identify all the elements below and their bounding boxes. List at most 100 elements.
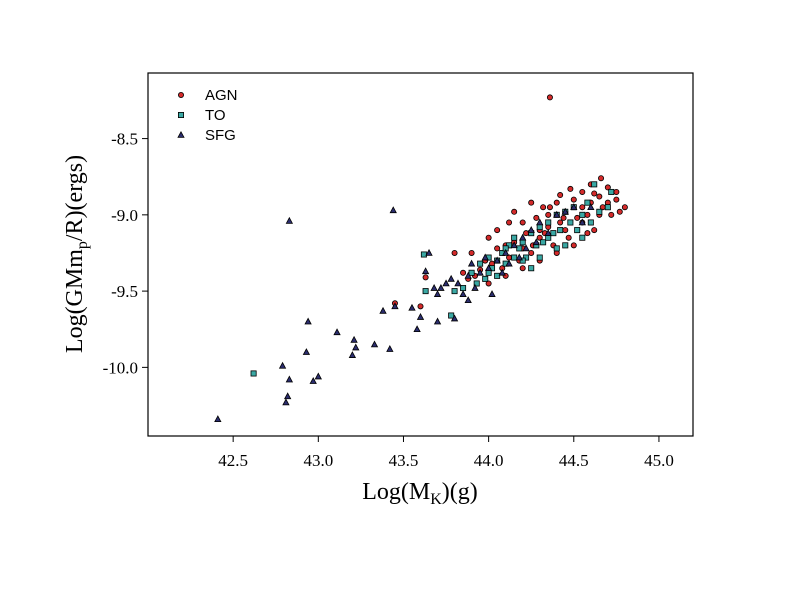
data-point — [421, 267, 430, 275]
y-tick-label: -9.0 — [111, 206, 138, 225]
points-layer — [214, 94, 628, 423]
data-point — [596, 208, 603, 215]
x-axis-title-tail: )(g) — [442, 479, 478, 505]
x-tick-label: 44.5 — [559, 451, 589, 470]
data-point — [574, 227, 581, 234]
data-point — [481, 253, 489, 261]
legend-label: SFG — [205, 127, 236, 144]
data-point — [433, 317, 442, 325]
data-point — [527, 226, 535, 233]
data-point — [616, 208, 623, 215]
data-point — [557, 192, 564, 199]
data-point — [468, 249, 475, 256]
data-point — [519, 257, 526, 264]
data-point — [598, 175, 605, 182]
x-tick-label: 43.5 — [389, 451, 419, 470]
data-point — [333, 328, 341, 336]
x-axis-ticks: 42.5 43.0 43.5 44.0 44.5 45.0 — [218, 436, 674, 470]
data-point — [532, 238, 540, 246]
data-point — [416, 312, 425, 320]
data-point — [494, 272, 501, 279]
data-point — [584, 230, 591, 237]
x-axis-title-main: Log(M — [362, 479, 430, 505]
data-point — [422, 288, 429, 295]
data-point — [553, 199, 560, 206]
data-point — [567, 219, 574, 226]
data-point — [523, 230, 530, 237]
x-tick-label: 44.0 — [474, 451, 504, 470]
data-point — [511, 208, 518, 215]
data-point — [250, 370, 257, 377]
data-point — [511, 254, 518, 261]
data-point — [536, 218, 544, 226]
data-point — [413, 325, 421, 333]
data-point — [304, 317, 312, 325]
data-point — [621, 204, 628, 211]
series-sfg — [214, 203, 595, 423]
data-point — [477, 260, 484, 267]
data-point — [613, 188, 620, 195]
data-point — [352, 343, 360, 351]
data-point — [285, 375, 294, 383]
data-point — [498, 268, 506, 276]
data-point — [584, 211, 591, 218]
data-point — [309, 377, 317, 384]
legend: AGN TO SFG — [177, 87, 238, 144]
y-tick-label: -10.0 — [103, 358, 138, 377]
legend-item-to: TO — [177, 107, 226, 124]
data-point — [422, 274, 429, 281]
data-point — [516, 245, 523, 252]
y-axis-title: Log(GMmp/R)(ergs) — [62, 155, 91, 353]
data-point — [570, 203, 578, 211]
data-point — [578, 218, 586, 226]
y-axis-title-subscript: p — [74, 241, 91, 249]
data-point — [505, 259, 513, 267]
data-point — [482, 275, 489, 282]
data-point — [587, 219, 594, 226]
x-axis-title-subscript: K — [430, 491, 442, 508]
legend-label: AGN — [205, 87, 238, 104]
data-point — [389, 206, 397, 214]
data-point — [506, 242, 513, 249]
data-point — [553, 245, 560, 252]
x-axis-title: Log(MK)(g) — [362, 479, 478, 508]
data-point — [613, 196, 620, 203]
data-point — [468, 269, 475, 276]
data-point — [519, 233, 527, 241]
data-point — [448, 312, 455, 319]
data-point — [528, 199, 535, 206]
series-agn — [391, 94, 628, 310]
data-point — [591, 190, 598, 197]
data-point — [553, 210, 561, 218]
data-point — [408, 303, 416, 311]
data-point — [544, 229, 552, 236]
data-point — [510, 241, 518, 249]
legend-item-agn: AGN — [177, 87, 238, 104]
data-point — [451, 288, 458, 295]
data-point — [214, 415, 222, 423]
data-point — [454, 279, 462, 287]
data-point — [515, 253, 523, 261]
data-point — [522, 244, 530, 252]
data-point — [476, 268, 484, 276]
data-point — [471, 284, 479, 291]
data-point — [528, 265, 535, 272]
data-point — [540, 204, 547, 211]
data-point — [425, 248, 433, 256]
data-point — [570, 196, 577, 203]
data-point — [417, 303, 424, 310]
data-point — [557, 227, 564, 234]
data-point — [557, 219, 564, 226]
data-point — [302, 348, 311, 355]
data-point — [584, 199, 591, 206]
data-point — [464, 271, 472, 279]
data-point — [604, 184, 611, 191]
data-point — [545, 219, 552, 226]
data-point — [562, 242, 569, 249]
legend-item-sfg: SFG — [177, 127, 236, 144]
plot-frame — [147, 72, 694, 437]
data-point — [604, 204, 611, 211]
data-point — [430, 284, 438, 291]
data-point — [608, 211, 615, 218]
